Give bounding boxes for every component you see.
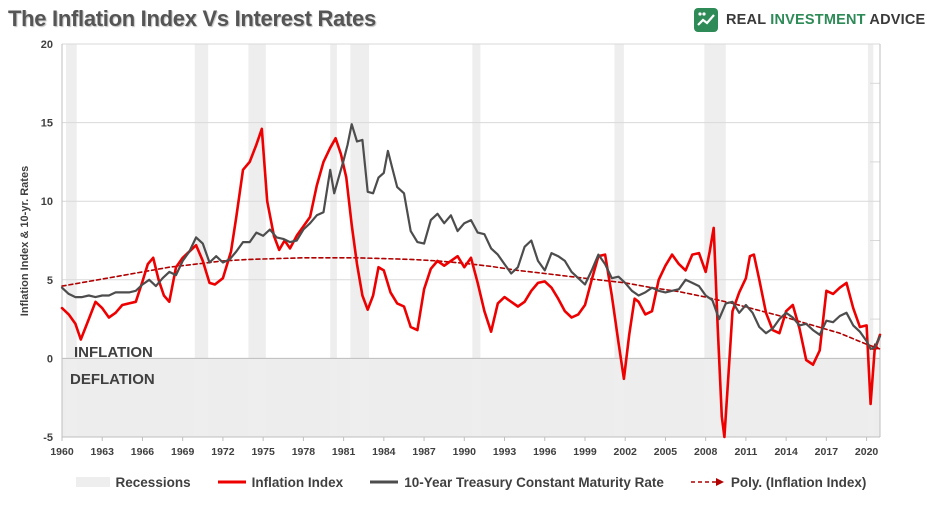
legend-label-poly: Poly. (Inflation Index) (730, 474, 867, 490)
axes (61, 44, 881, 441)
x-tick-label: 2005 (654, 446, 678, 458)
recession-band (248, 44, 266, 437)
x-tick-labels: 1960 1963 1966 1969 1972 1975 1978 1981 1984 1987… (50, 446, 878, 458)
x-tick-label: 2017 (815, 446, 839, 458)
x-tick-label: 2014 (774, 446, 798, 458)
x-tick-label: 1975 (251, 446, 275, 458)
deflation-zone (62, 358, 880, 437)
legend-swatch-inflation (217, 480, 246, 484)
brand-name: REAL INVESTMENT ADVICE (726, 12, 925, 28)
x-tick-label: 2002 (614, 446, 638, 458)
y-tick-label: -5 (43, 432, 53, 444)
legend-item-poly: Poly. (Inflation Index) (690, 474, 867, 490)
legend-item-treasury: 10-Year Treasury Constant Maturity Rate (370, 475, 664, 490)
deflation-annotation: DEFLATION (70, 371, 155, 388)
y-tick-label: 15 (41, 118, 53, 130)
brand-word-advice: ADVICE (865, 12, 926, 28)
legend-swatch-recessions (75, 477, 110, 487)
x-tick-label: 1996 (533, 446, 557, 458)
recession-band (330, 44, 337, 437)
y-tick-label: 0 (47, 353, 53, 365)
x-tick-label: 2020 (855, 446, 879, 458)
x-tick-label: 2011 (735, 446, 758, 458)
brand-logo: REAL INVESTMENT ADVICE (694, 6, 925, 34)
x-tick-label: 1972 (211, 446, 235, 458)
recession-band (194, 44, 209, 437)
brand-word-investment: INVESTMENT (770, 12, 866, 28)
inflation-annotation: INFLATION (74, 344, 153, 361)
recession-bands (66, 44, 874, 437)
chart-legend: Recessions Inflation Index 10-Year Treas… (62, 470, 880, 494)
legend-label-recessions: Recessions (115, 474, 191, 490)
y-axis-label: Inflation Index & 10-yr. Rates (19, 166, 31, 316)
x-tick-label: 1981 (332, 446, 356, 458)
y-tick-label: 5 (47, 275, 53, 287)
x-tick-label: 1966 (131, 446, 155, 458)
inflation-index-line (60, 127, 882, 439)
y-tick-label: 10 (41, 196, 53, 208)
legend-item-inflation: Inflation Index (217, 474, 344, 490)
bull-chart-logo-icon (694, 8, 718, 32)
recession-band (66, 44, 77, 437)
recession-band (350, 44, 370, 437)
x-tick-label: 1969 (171, 446, 195, 458)
x-tick-label: 1993 (493, 446, 517, 458)
legend-item-recessions: Recessions (75, 474, 191, 490)
x-tick-label: 2008 (694, 446, 718, 458)
legend-label-inflation: Inflation Index (251, 474, 344, 490)
x-tick-label: 1960 (50, 446, 74, 458)
brand-word-real: REAL (726, 12, 771, 28)
x-tick-label: 1987 (412, 446, 436, 458)
x-tick-label: 1990 (453, 446, 477, 458)
legend-label-treasury: 10-Year Treasury Constant Maturity Rate (404, 474, 664, 490)
recession-band (614, 44, 624, 437)
chart-title: The Inflation Index Vs Interest Rates (8, 6, 376, 31)
plot-background (62, 358, 880, 437)
treasury-rate-line (60, 123, 882, 351)
poly-trend-line (61, 257, 881, 350)
recession-band (472, 44, 481, 437)
x-tick-label: 1984 (372, 446, 396, 458)
y-tick-label: 20 (41, 39, 53, 51)
x-tick-label: 1963 (91, 446, 115, 458)
series-lines (60, 123, 882, 439)
legend-swatch-poly (690, 478, 724, 486)
y-tick-labels: -5 0 5 10 15 20 (41, 39, 53, 444)
legend-swatch-treasury (370, 480, 399, 484)
x-tick-label: 1978 (292, 446, 316, 458)
x-tick-label: 1999 (573, 446, 597, 458)
